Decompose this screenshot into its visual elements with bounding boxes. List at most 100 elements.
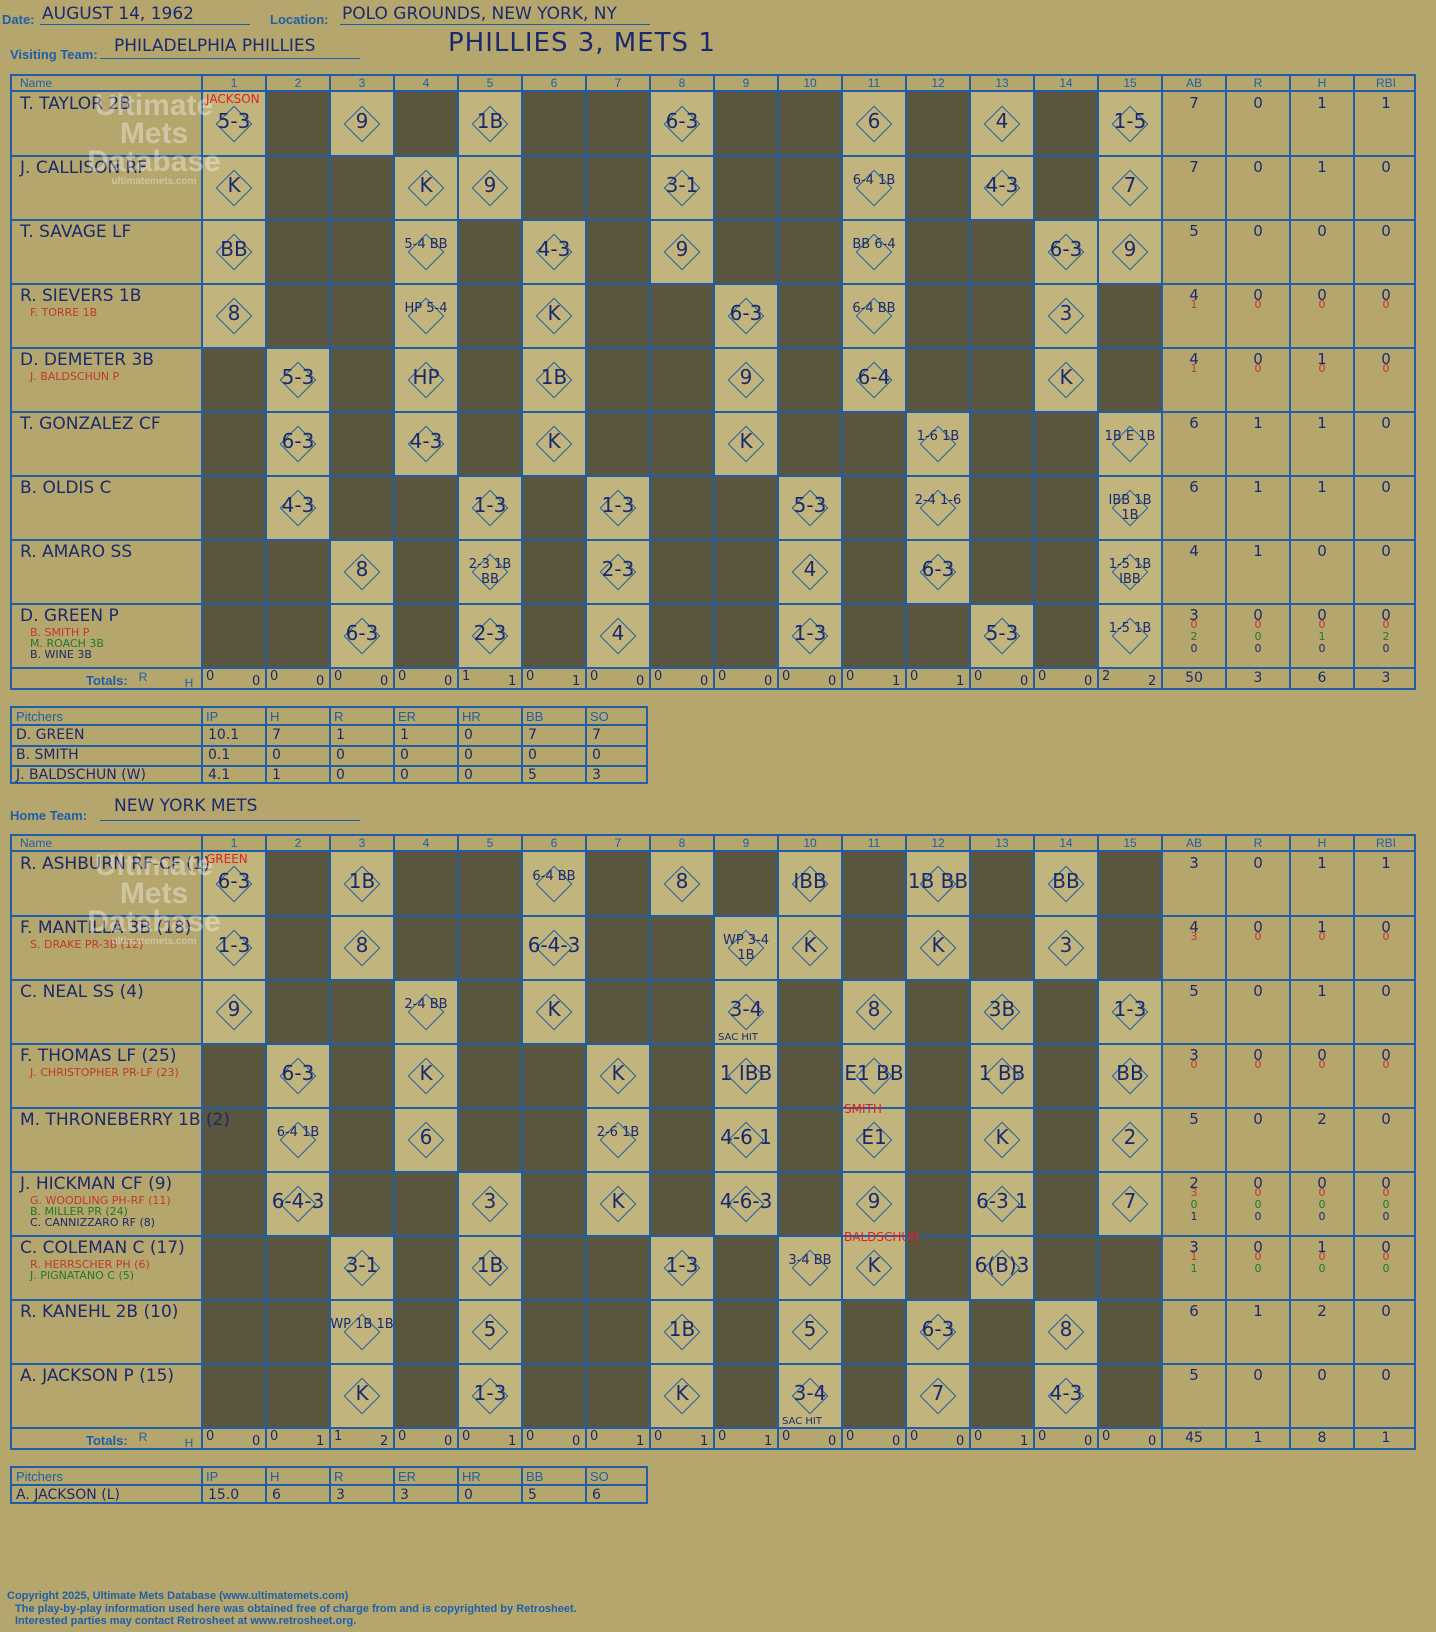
home-inning-cell: WP 1B 1B — [330, 1300, 394, 1364]
pitcher-stat: 10.1 — [208, 727, 240, 743]
home-inning-cell — [1034, 1044, 1098, 1108]
home-inning-cell: 6-3 — [906, 1300, 970, 1364]
home-inning-cell — [522, 1364, 586, 1428]
home-inning-cell: K — [586, 1172, 650, 1236]
visitors-inning-cell: 1-3 — [778, 604, 842, 668]
pitcher-stat: 0 — [464, 767, 473, 783]
inning-hits-total: 0 — [1020, 674, 1029, 689]
play-result: K — [867, 1253, 881, 1277]
inning-runs-total: 0 — [1038, 669, 1047, 684]
home-inning-cell — [458, 852, 522, 916]
play-result: 8 — [867, 997, 881, 1021]
home-inning-cell: E1 — [842, 1108, 906, 1172]
play-result: K — [995, 1125, 1009, 1149]
inning-col-rule — [649, 76, 651, 688]
home-inning-cell: 3-4 SAC HIT — [778, 1364, 842, 1428]
home-inning-cell — [650, 1172, 714, 1236]
home-inning-cell — [458, 980, 522, 1044]
pitcher-name: D. GREEN — [16, 727, 85, 743]
player-stat: 0 — [1318, 1198, 1326, 1211]
player-name: T. SAVAGE LF — [20, 222, 132, 242]
visitors-inning-cell — [714, 92, 778, 156]
visitors-inning-cell — [714, 156, 778, 220]
player-stat: 2 — [1317, 1302, 1327, 1320]
visitors-inning-cell — [842, 412, 906, 476]
visitors-inning-cell: IBB 1B 1B — [1098, 476, 1162, 540]
play-result: 1-5 1B — [1108, 621, 1152, 636]
player-stat: 0 — [1253, 606, 1263, 624]
pitching-col-header: ER — [398, 709, 417, 724]
play-result: 9 — [227, 997, 241, 1021]
player-stat: 0 — [1253, 1238, 1263, 1256]
play-result: 6-3 — [217, 869, 251, 893]
home-inning-cell — [970, 1300, 1034, 1364]
visitors-inning-cell — [330, 156, 394, 220]
column-header-inning: 1 — [230, 836, 238, 850]
inning-col-rule — [521, 836, 523, 1448]
player-name: D. GREEN P — [20, 606, 119, 626]
home-inning-cell: 4-6-3 — [714, 1172, 778, 1236]
player-stat: 4 — [1189, 350, 1199, 368]
play-result: 9 — [867, 1189, 881, 1213]
pitcher-stat: 7 — [592, 727, 601, 743]
play-result: 2-4 BB — [404, 997, 448, 1012]
pitching-col-header: SO — [590, 1469, 609, 1484]
home-inning-cell — [714, 1236, 778, 1300]
column-header-inning: 4 — [422, 836, 430, 850]
inning-hits-total: 0 — [1084, 674, 1093, 689]
visitors-inning-cell: 1-6 1B — [906, 412, 970, 476]
inning-col-rule — [521, 76, 523, 688]
column-header-stat: AB — [1185, 836, 1202, 850]
inning-hits-total: 1 — [700, 1434, 709, 1449]
date-value: AUGUST 14, 1962 — [42, 4, 194, 24]
inning-col-rule — [1033, 836, 1035, 1448]
player-stat: 0 — [1253, 1366, 1263, 1384]
pitcher-stat: 0 — [592, 747, 601, 763]
visitors-inning-cell — [1098, 348, 1162, 412]
visitors-inning-cell: 3-1 — [650, 156, 714, 220]
visitors-inning-cell: 9 — [330, 92, 394, 156]
home-inning-cell: 9 — [202, 980, 266, 1044]
player-stat: 2 — [1190, 630, 1198, 643]
visitors-inning-cell — [266, 540, 330, 604]
home-inning-cell — [970, 1364, 1034, 1428]
visitors-inning-cell — [970, 348, 1034, 412]
stat-col-rule — [1289, 76, 1291, 688]
play-result: 3-1 — [345, 1253, 379, 1277]
player-stat: 0 — [1317, 1174, 1327, 1192]
visitors-inning-cell: 4-3 — [970, 156, 1034, 220]
visitors-inning-cell: 9 — [1098, 220, 1162, 284]
pitching-col-header: R — [334, 709, 344, 724]
visitors-inning-cell: 6-4 — [842, 348, 906, 412]
play-result: 6-3 — [729, 301, 763, 325]
home-inning-cell — [522, 1108, 586, 1172]
player-stat: 2 — [1189, 1174, 1199, 1192]
home-inning-cell — [1098, 1364, 1162, 1428]
play-result: 3-1 — [665, 173, 699, 197]
home-inning-cell: 1 IBB — [714, 1044, 778, 1108]
player-stat: 0 — [1318, 1262, 1326, 1275]
visitors-inning-cell — [714, 604, 778, 668]
pitcher-stat: 0 — [464, 747, 473, 763]
column-header-inning: 14 — [1059, 836, 1073, 850]
pitching-col-header: ER — [398, 1469, 417, 1484]
home-inning-cell: 6-4 1B — [266, 1108, 330, 1172]
play-result: 8 — [355, 933, 369, 957]
inning-runs-total: 0 — [910, 1429, 919, 1444]
visitors-inning-cell — [1034, 604, 1098, 668]
player-stat: 0 — [1318, 362, 1326, 375]
player-stat: 1 — [1317, 1238, 1327, 1256]
inning-hits-total: 0 — [572, 1434, 581, 1449]
visitors-inning-cell — [970, 476, 1034, 540]
home-inning-cell: 3-1 — [330, 1236, 394, 1300]
stat-col-rule — [1289, 836, 1291, 1448]
player-name: J. CALLISON RF — [20, 158, 148, 178]
home-inning-cell — [778, 980, 842, 1044]
play-result: 1-3 — [217, 933, 251, 957]
visitors-inning-cell — [330, 476, 394, 540]
inning-runs-total: 0 — [782, 1429, 791, 1444]
visitors-inning-cell: 6-3 — [650, 92, 714, 156]
play-result: K — [675, 1381, 689, 1405]
home-inning-cell — [202, 1172, 266, 1236]
visitors-inning-cell: K — [522, 412, 586, 476]
